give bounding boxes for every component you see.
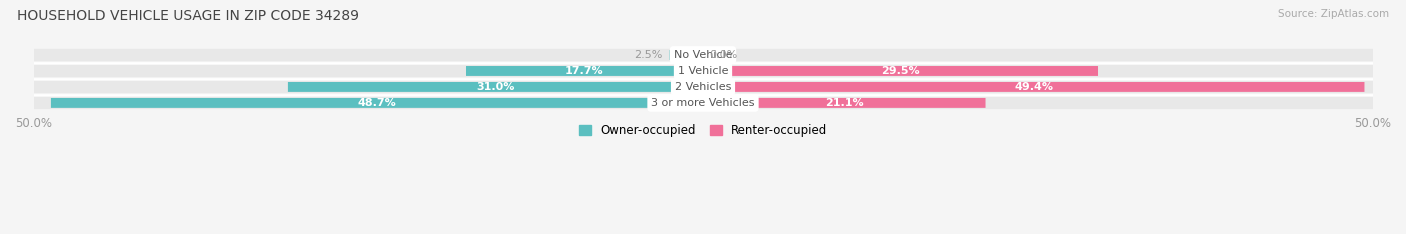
- FancyBboxPatch shape: [669, 50, 703, 60]
- FancyBboxPatch shape: [288, 82, 703, 92]
- FancyBboxPatch shape: [51, 98, 703, 108]
- Text: No Vehicle: No Vehicle: [673, 50, 733, 60]
- Text: 21.1%: 21.1%: [825, 98, 863, 108]
- FancyBboxPatch shape: [30, 81, 1376, 93]
- FancyBboxPatch shape: [703, 66, 1098, 76]
- Text: 48.7%: 48.7%: [357, 98, 396, 108]
- Text: 3 or more Vehicles: 3 or more Vehicles: [651, 98, 755, 108]
- Text: 49.4%: 49.4%: [1014, 82, 1053, 92]
- Text: 29.5%: 29.5%: [882, 66, 920, 76]
- FancyBboxPatch shape: [465, 66, 703, 76]
- FancyBboxPatch shape: [30, 65, 1376, 77]
- Text: 31.0%: 31.0%: [477, 82, 515, 92]
- Text: 0.0%: 0.0%: [710, 50, 738, 60]
- Text: 17.7%: 17.7%: [565, 66, 603, 76]
- FancyBboxPatch shape: [703, 98, 986, 108]
- FancyBboxPatch shape: [30, 97, 1376, 109]
- Text: 2 Vehicles: 2 Vehicles: [675, 82, 731, 92]
- Legend: Owner-occupied, Renter-occupied: Owner-occupied, Renter-occupied: [574, 119, 832, 142]
- Text: HOUSEHOLD VEHICLE USAGE IN ZIP CODE 34289: HOUSEHOLD VEHICLE USAGE IN ZIP CODE 3428…: [17, 9, 359, 23]
- Text: 1 Vehicle: 1 Vehicle: [678, 66, 728, 76]
- FancyBboxPatch shape: [30, 49, 1376, 61]
- Text: Source: ZipAtlas.com: Source: ZipAtlas.com: [1278, 9, 1389, 19]
- Text: 2.5%: 2.5%: [634, 50, 662, 60]
- FancyBboxPatch shape: [703, 82, 1364, 92]
